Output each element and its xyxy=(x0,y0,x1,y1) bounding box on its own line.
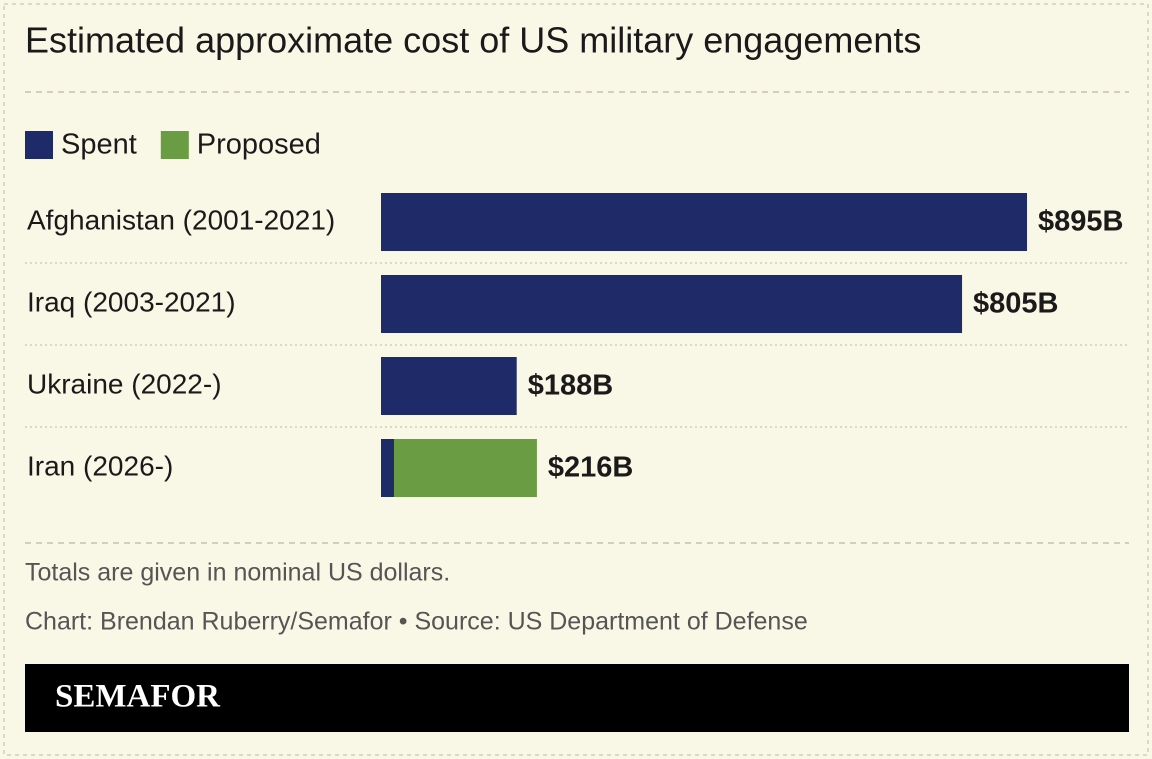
frame xyxy=(3,3,1149,756)
legend-swatch xyxy=(160,131,189,159)
value-label: $805B xyxy=(973,288,1058,320)
value-label: $216B xyxy=(548,452,633,484)
category-label: Afghanistan (2001-2021) xyxy=(27,204,335,235)
value-label: $188B xyxy=(528,370,613,402)
value-label: $895B xyxy=(1038,206,1123,238)
chart-title: Estimated approximate cost of US militar… xyxy=(25,20,921,61)
bar-segment xyxy=(381,439,394,497)
note: Totals are given in nominal US dollars. xyxy=(25,559,450,587)
bar-segment xyxy=(381,357,517,415)
legend-swatch xyxy=(25,131,53,159)
legend-label: Spent xyxy=(61,129,137,161)
bar-segment xyxy=(393,439,537,497)
bar-segment xyxy=(381,275,963,333)
brand: SEMAFOR xyxy=(55,679,221,715)
category-label: Iran (2026-) xyxy=(27,450,173,481)
category-label: Iraq (2003-2021) xyxy=(27,286,236,317)
bar-segment xyxy=(381,193,1028,251)
category-label: Ukraine (2022-) xyxy=(27,368,222,399)
brand-bar xyxy=(25,664,1129,732)
legend-label: Proposed xyxy=(197,129,321,161)
credit: Chart: Brendan Ruberry/Semafor • Source:… xyxy=(25,608,808,636)
